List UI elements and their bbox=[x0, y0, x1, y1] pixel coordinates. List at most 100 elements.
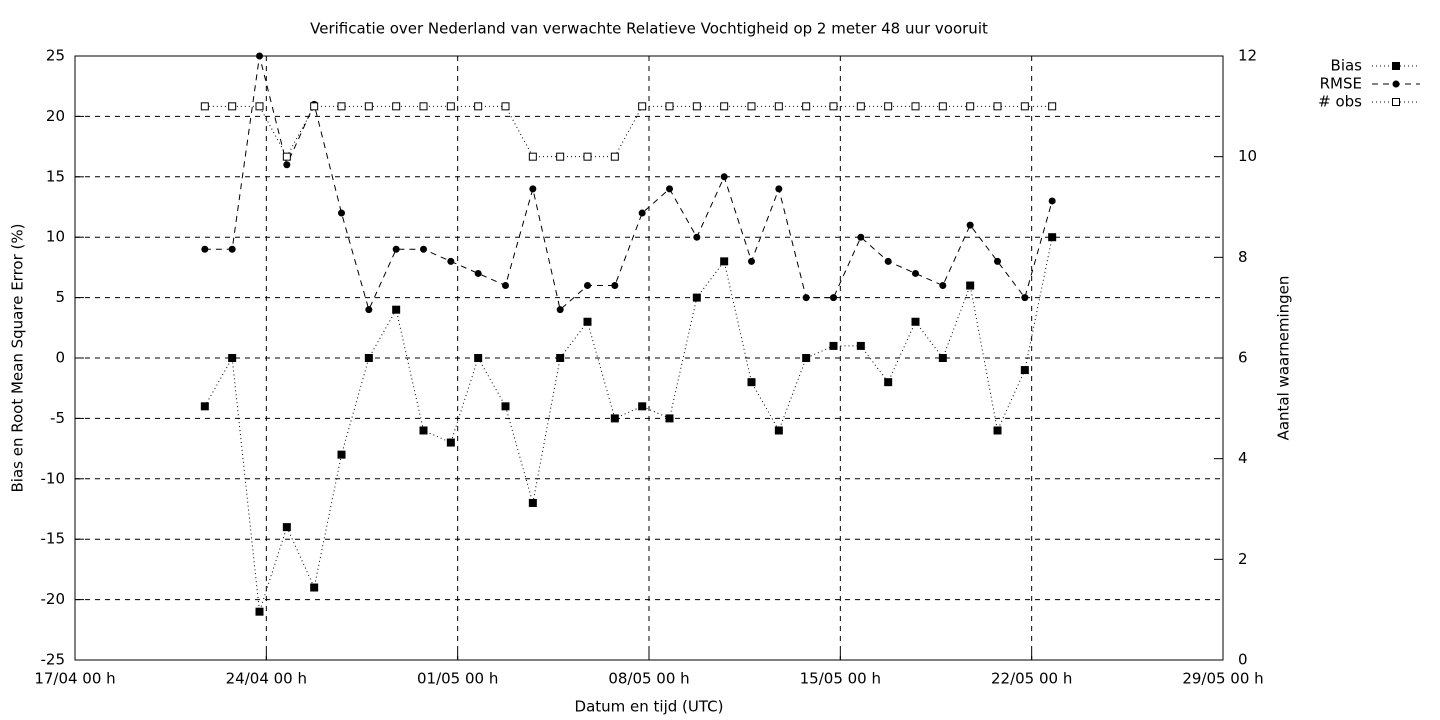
y-tick-label: -20 bbox=[41, 590, 66, 608]
x-axis-label: Datum en tijd (UTC) bbox=[575, 698, 724, 716]
y-tick-label: 5 bbox=[55, 288, 65, 306]
y2-axis-label: Aantal waarnemingen bbox=[1275, 276, 1293, 441]
legend-marker bbox=[1392, 62, 1400, 70]
marker bbox=[1020, 102, 1029, 111]
marker bbox=[610, 414, 619, 423]
marker bbox=[774, 102, 783, 111]
marker bbox=[1048, 197, 1056, 205]
marker bbox=[911, 102, 920, 111]
y2-tick-label: 2 bbox=[1238, 550, 1248, 568]
marker bbox=[528, 498, 537, 507]
marker bbox=[993, 102, 1002, 111]
marker bbox=[692, 102, 701, 111]
marker bbox=[912, 269, 919, 277]
y-tick-label: -5 bbox=[50, 409, 65, 427]
series-line bbox=[204, 105, 1053, 158]
x-tick-label: 24/04 00 h bbox=[226, 670, 307, 688]
marker bbox=[747, 378, 756, 387]
marker bbox=[638, 402, 647, 411]
x-tick-label: 22/05 00 h bbox=[991, 670, 1072, 688]
marker bbox=[939, 282, 947, 290]
marker bbox=[830, 294, 837, 302]
marker bbox=[611, 282, 619, 290]
marker bbox=[966, 102, 975, 111]
marker bbox=[364, 354, 373, 362]
marker bbox=[446, 438, 455, 447]
marker bbox=[666, 185, 673, 193]
marker bbox=[338, 209, 345, 217]
y-tick-label: -10 bbox=[41, 469, 66, 487]
marker bbox=[1048, 102, 1057, 111]
marker bbox=[446, 102, 455, 111]
y2-tick-label: 10 bbox=[1238, 147, 1257, 165]
marker bbox=[884, 378, 893, 387]
marker bbox=[310, 583, 319, 592]
marker bbox=[774, 426, 783, 435]
marker bbox=[556, 354, 565, 362]
marker bbox=[228, 245, 236, 253]
marker bbox=[337, 102, 346, 111]
marker bbox=[802, 294, 810, 302]
marker bbox=[282, 152, 291, 161]
x-tick-label: 15/05 00 h bbox=[800, 670, 881, 688]
legend-marker bbox=[1392, 80, 1400, 88]
marker bbox=[884, 257, 892, 265]
marker bbox=[966, 281, 975, 290]
marker bbox=[692, 293, 701, 302]
marker bbox=[720, 173, 728, 181]
marker bbox=[419, 102, 428, 111]
marker bbox=[638, 209, 646, 217]
marker bbox=[829, 341, 838, 350]
marker bbox=[228, 354, 237, 362]
marker bbox=[583, 152, 592, 161]
marker bbox=[474, 102, 483, 111]
y-tick-label: 0 bbox=[55, 349, 65, 367]
marker bbox=[420, 245, 427, 253]
series-line bbox=[204, 237, 1053, 612]
marker bbox=[447, 257, 455, 265]
x-tick-label: 08/05 00 h bbox=[608, 670, 689, 688]
marker bbox=[856, 102, 865, 111]
marker bbox=[720, 257, 729, 266]
marker bbox=[748, 257, 755, 265]
marker bbox=[200, 402, 209, 411]
y-tick-label: 25 bbox=[46, 47, 65, 65]
y-tick-label: 10 bbox=[46, 228, 65, 246]
marker bbox=[720, 102, 729, 111]
y-axis-label: Bias en Root Mean Square Error (%) bbox=[9, 224, 27, 493]
marker bbox=[556, 152, 565, 161]
marker bbox=[501, 402, 510, 411]
x-tick-label: 17/04 00 h bbox=[34, 670, 115, 688]
marker bbox=[911, 317, 920, 326]
marker bbox=[665, 414, 674, 423]
marker bbox=[802, 354, 811, 362]
marker bbox=[938, 102, 947, 111]
marker bbox=[966, 221, 974, 229]
marker bbox=[200, 102, 209, 111]
marker bbox=[747, 102, 756, 111]
legend-label: # obs bbox=[1318, 93, 1362, 111]
marker bbox=[1020, 366, 1029, 375]
marker bbox=[529, 185, 537, 193]
marker bbox=[365, 306, 373, 314]
y2-tick-label: 6 bbox=[1238, 349, 1248, 367]
marker bbox=[419, 426, 428, 435]
marker bbox=[802, 102, 811, 111]
marker bbox=[1021, 294, 1029, 302]
marker bbox=[282, 523, 291, 532]
y2-tick-label: 4 bbox=[1238, 449, 1248, 467]
y-tick-label: -15 bbox=[41, 530, 66, 548]
marker bbox=[255, 102, 264, 111]
legend-label: RMSE bbox=[1320, 75, 1362, 93]
marker bbox=[337, 450, 346, 459]
marker bbox=[502, 282, 509, 290]
marker bbox=[775, 185, 783, 193]
x-tick-label: 01/05 00 h bbox=[417, 670, 498, 688]
marker bbox=[392, 102, 401, 111]
marker bbox=[610, 152, 619, 161]
marker bbox=[283, 161, 291, 169]
marker bbox=[884, 102, 893, 111]
marker bbox=[829, 102, 838, 111]
y2-tick-label: 12 bbox=[1238, 47, 1257, 65]
